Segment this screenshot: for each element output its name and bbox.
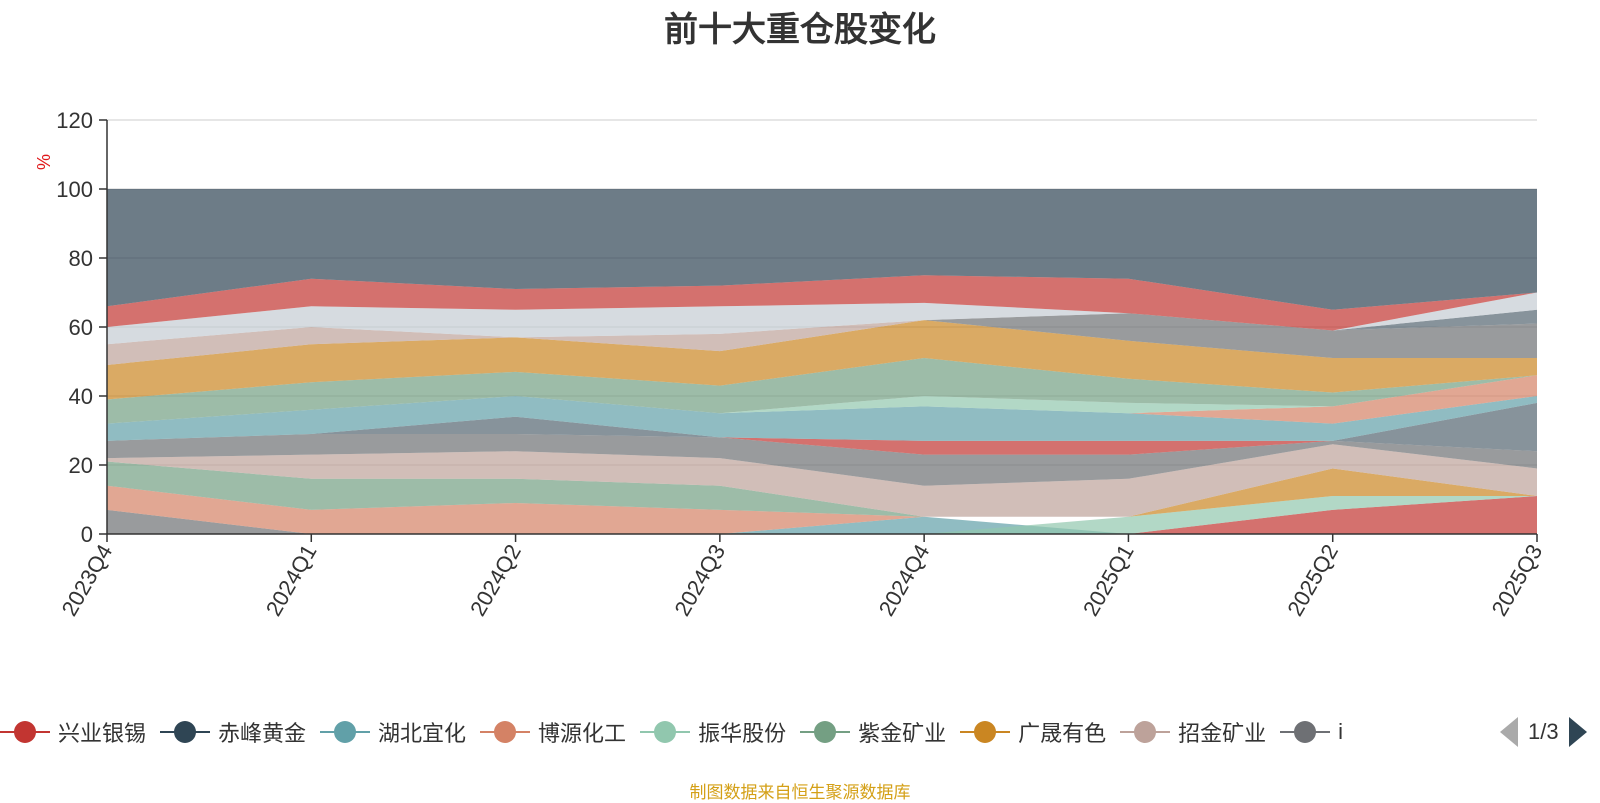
area-layer-0 — [107, 509, 1537, 534]
legend-marker-dot — [654, 721, 677, 743]
x-tick-label: 2024Q3 — [669, 540, 730, 620]
area-layer-17 — [107, 313, 1537, 359]
legend: 兴业银锡 赤峰黄金 湖北宜化 博源化工 振华股份 紫金矿业 广晟有色 招金矿业 i 1/3 — [0, 712, 1600, 752]
area-layer-16 — [107, 320, 1537, 365]
legend-marker-dot — [494, 721, 517, 743]
source-note: 制图数据来自恒生聚源数据库 — [689, 783, 911, 802]
legend-marker-icon — [160, 720, 211, 744]
legend-marker-icon — [1120, 720, 1171, 744]
legend-item[interactable]: 博源化工 — [480, 712, 626, 752]
y-tick-label: 100 — [56, 177, 93, 202]
legend-item[interactable]: 湖北宜化 — [320, 712, 466, 752]
area-layer-9 — [107, 402, 1537, 455]
legend-marker-icon — [0, 720, 50, 744]
area-layer-5 — [107, 461, 1537, 534]
area-layer-8 — [107, 433, 1537, 486]
legend-item[interactable]: 赤峰黄金 — [160, 712, 306, 752]
legend-label: i — [1338, 719, 1344, 744]
y-tick-label: 20 — [69, 453, 93, 478]
x-tick-label: 2025Q3 — [1487, 540, 1548, 620]
legend-label: 招金矿业 — [1178, 721, 1267, 746]
area-series — [107, 189, 1537, 534]
legend-item[interactable]: 兴业银锡 — [0, 712, 146, 752]
area-layer-4 — [107, 496, 1537, 534]
legend-marker-dot — [814, 721, 837, 743]
legend-marker-dot — [334, 721, 357, 743]
area-layer-2 — [107, 496, 1537, 534]
legend-items: 兴业银锡 赤峰黄金 湖北宜化 博源化工 振华股份 紫金矿业 广晟有色 招金矿业 i — [0, 712, 1480, 752]
x-tick-label: 2024Q2 — [465, 540, 526, 620]
legend-item[interactable]: 广晟有色 — [960, 712, 1106, 752]
legend-marker-icon — [480, 720, 531, 744]
chart-plot: 0 20 40 60 80 100 120 2023Q4 2024Q1 2024Q2 2024Q3 2… — [34, 108, 1548, 620]
y-tick-label: 80 — [69, 246, 93, 271]
x-tick-label: 2024Q1 — [261, 540, 322, 620]
legend-label: 博源化工 — [538, 721, 627, 746]
legend-label: 赤峰黄金 — [218, 721, 307, 746]
y-tick-label: 0 — [81, 522, 93, 547]
legend-item[interactable]: 招金矿业 — [1120, 712, 1266, 752]
area-layer-15 — [107, 320, 1537, 400]
y-tick-label: 60 — [69, 315, 93, 340]
legend-marker-dot — [974, 721, 997, 743]
legend-marker-icon — [960, 720, 1011, 744]
legend-item[interactable]: 振华股份 — [640, 712, 786, 752]
x-tick-label: 2023Q4 — [57, 540, 118, 620]
legend-marker-icon — [1280, 720, 1331, 744]
legend-pager: 1/3 — [1500, 712, 1587, 752]
area-layer-21 — [107, 189, 1537, 310]
y-axis-unit: % — [34, 154, 54, 170]
area-layer-3 — [107, 485, 1537, 534]
area-layer-13 — [107, 375, 1537, 424]
legend-label: 广晟有色 — [1018, 721, 1107, 746]
legend-label: 兴业银锡 — [58, 721, 147, 746]
area-layer-6 — [107, 468, 1537, 534]
legend-marker-icon — [640, 720, 691, 744]
legend-marker-dot — [1134, 721, 1157, 743]
legend-marker-dot — [14, 721, 36, 743]
legend-marker-dot — [174, 721, 197, 743]
legend-label: 湖北宜化 — [378, 721, 467, 746]
legend-item[interactable]: i — [1280, 712, 1343, 752]
x-tick-label: 2024Q4 — [874, 540, 935, 620]
area-layer-19 — [107, 292, 1537, 345]
chart-title: 前十大重仓股变化 — [664, 11, 936, 49]
area-layer-11 — [107, 396, 1537, 441]
legend-label: 紫金矿业 — [858, 721, 947, 746]
x-tick-label: 2025Q1 — [1078, 540, 1139, 620]
legend-label: 振华股份 — [698, 721, 787, 746]
area-layer-7 — [107, 444, 1537, 517]
legend-item[interactable]: 紫金矿业 — [800, 712, 946, 752]
area-layer-20 — [107, 275, 1537, 331]
y-tick-label: 120 — [56, 108, 93, 133]
pager-prev-icon[interactable] — [1500, 717, 1518, 747]
area-layer-10 — [107, 402, 1537, 455]
x-tick-label: 2025Q2 — [1282, 540, 1343, 620]
pager-page-text: 1/3 — [1528, 719, 1559, 744]
area-layer-14 — [107, 358, 1537, 424]
legend-marker-icon — [320, 720, 371, 744]
pager-next-icon[interactable] — [1568, 717, 1587, 747]
legend-marker-dot — [1294, 721, 1317, 743]
y-tick-label: 40 — [69, 384, 93, 409]
legend-marker-icon — [800, 720, 851, 744]
